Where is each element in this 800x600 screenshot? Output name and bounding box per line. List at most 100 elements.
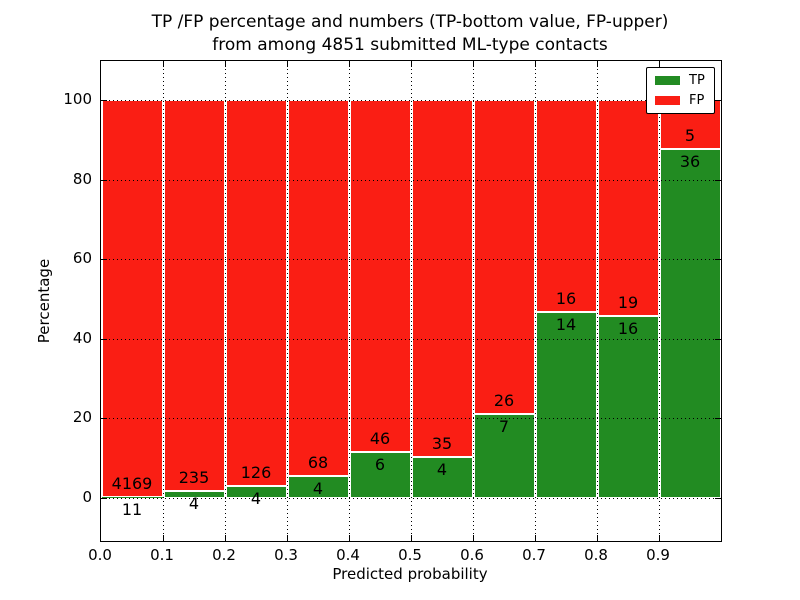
- fp-count-label: 46: [369, 429, 391, 449]
- legend-row-fp: FP: [655, 94, 705, 107]
- x-tickmark-bottom: [659, 535, 660, 541]
- tp-count-label: 4: [188, 494, 200, 514]
- x-tickmark-bottom: [535, 535, 536, 541]
- fp-count-label: 235: [178, 468, 210, 488]
- x-tick-label: 0.5: [398, 546, 422, 564]
- y-tickmark-right: [715, 339, 721, 340]
- tp-count-label: 16: [617, 319, 639, 339]
- x-tickmark-top: [287, 61, 288, 67]
- y-tickmark-left: [101, 418, 107, 419]
- y-tickmark-right: [715, 180, 721, 181]
- x-tickmark-bottom: [473, 535, 474, 541]
- tp-bar-segment: [597, 316, 659, 498]
- x-tick-label: 0.2: [212, 546, 236, 564]
- tp-count-label: 36: [679, 151, 701, 171]
- y-tickmark-right: [715, 100, 721, 101]
- fp-bar-segment: [101, 100, 163, 497]
- tp-bar-segment: [349, 452, 411, 498]
- fp-count-label: 26: [493, 390, 515, 410]
- vertical-gridline: [349, 61, 350, 541]
- y-tickmark-left: [101, 259, 107, 260]
- x-tick-label: 0.4: [336, 546, 360, 564]
- x-tickmark-bottom: [225, 535, 226, 541]
- fp-bar-segment: [225, 100, 287, 486]
- fp-count-label: 5: [684, 125, 696, 145]
- tp-bar-segment: [225, 485, 287, 498]
- y-tick-label: 40: [72, 329, 92, 347]
- x-tickmark-top: [597, 61, 598, 67]
- vertical-gridline: [535, 61, 536, 541]
- tp-bar-segment: [163, 491, 225, 498]
- tp-count-label: 11: [121, 499, 143, 519]
- tp-bar-segment: [287, 475, 349, 498]
- legend-label-tp: TP: [689, 73, 705, 88]
- x-tick-label: 0.1: [150, 546, 174, 564]
- x-tickmark-bottom: [349, 535, 350, 541]
- x-tickmark-top: [225, 61, 226, 67]
- fp-count-label: 126: [240, 462, 272, 482]
- x-tick-label: 0.8: [584, 546, 608, 564]
- y-axis-label: Percentage: [35, 258, 53, 344]
- fp-count-label: 19: [617, 293, 639, 313]
- x-tickmark-bottom: [163, 535, 164, 541]
- tp-count-label: 4: [312, 478, 324, 498]
- tp-bar-segment: [473, 413, 535, 498]
- x-tickmark-top: [163, 61, 164, 67]
- legend-row-tp: TP: [655, 74, 705, 87]
- y-tick-label: 80: [72, 170, 92, 188]
- x-tickmark-top: [411, 61, 412, 67]
- tp-bar-segment: [411, 457, 473, 498]
- fp-bar-segment: [473, 100, 535, 414]
- x-tick-label: 0.7: [522, 546, 546, 564]
- tp-count-label: 6: [374, 455, 386, 475]
- x-tickmark-top: [349, 61, 350, 67]
- tp-bar-segment: [101, 496, 163, 498]
- tp-bar-segment: [535, 312, 597, 498]
- tp-count-label: 4: [436, 460, 448, 480]
- fp-bar-segment: [597, 100, 659, 317]
- fp-bar-segment: [535, 100, 597, 313]
- x-tickmark-bottom: [597, 535, 598, 541]
- vertical-gridline: [473, 61, 474, 541]
- y-tick-label: 0: [82, 488, 92, 506]
- fp-count-label: 68: [307, 452, 329, 472]
- y-tick-label: 100: [63, 90, 92, 108]
- x-tickmark-top: [659, 61, 660, 67]
- fp-count-label: 4169: [111, 473, 153, 493]
- fp-swatch-icon: [655, 96, 680, 105]
- fp-bar-segment: [411, 100, 473, 458]
- tp-count-label: 14: [555, 315, 577, 335]
- y-tick-label: 60: [72, 249, 92, 267]
- tp-bar-segment: [659, 148, 721, 498]
- x-tick-label: 0.0: [88, 546, 112, 564]
- chart-title-line2: from among 4851 submitted ML-type contac…: [212, 35, 608, 55]
- tp-count-label: 7: [498, 416, 510, 436]
- chart-title-line1: TP /FP percentage and numbers (TP-bottom…: [151, 12, 669, 32]
- vertical-gridline: [225, 61, 226, 541]
- x-tickmark-top: [473, 61, 474, 67]
- x-tickmark-bottom: [411, 535, 412, 541]
- x-tickmark-bottom: [287, 535, 288, 541]
- x-tick-label: 0.6: [460, 546, 484, 564]
- y-tick-label: 20: [72, 408, 92, 426]
- vertical-gridline: [597, 61, 598, 541]
- fp-bar-segment: [349, 100, 411, 453]
- tp-count-label: 4: [250, 488, 262, 508]
- y-tickmark-right: [715, 498, 721, 499]
- legend-label-fp: FP: [689, 93, 705, 108]
- fp-count-label: 16: [555, 289, 577, 309]
- vertical-gridline: [411, 61, 412, 541]
- fp-count-label: 35: [431, 434, 453, 454]
- y-tickmark-right: [715, 259, 721, 260]
- y-tickmark-right: [715, 418, 721, 419]
- y-tickmark-left: [101, 339, 107, 340]
- y-tickmark-left: [101, 498, 107, 499]
- x-tickmark-top: [535, 61, 536, 67]
- y-tickmark-left: [101, 180, 107, 181]
- fp-bar-segment: [163, 100, 225, 492]
- vertical-gridline: [287, 61, 288, 541]
- vertical-gridline: [163, 61, 164, 541]
- x-tick-label: 0.9: [646, 546, 670, 564]
- plot-area: TP FP 4169 11 235 4 126 4 68 4 46 6 35 4 26 7 16 14 19 16 5…: [100, 60, 722, 542]
